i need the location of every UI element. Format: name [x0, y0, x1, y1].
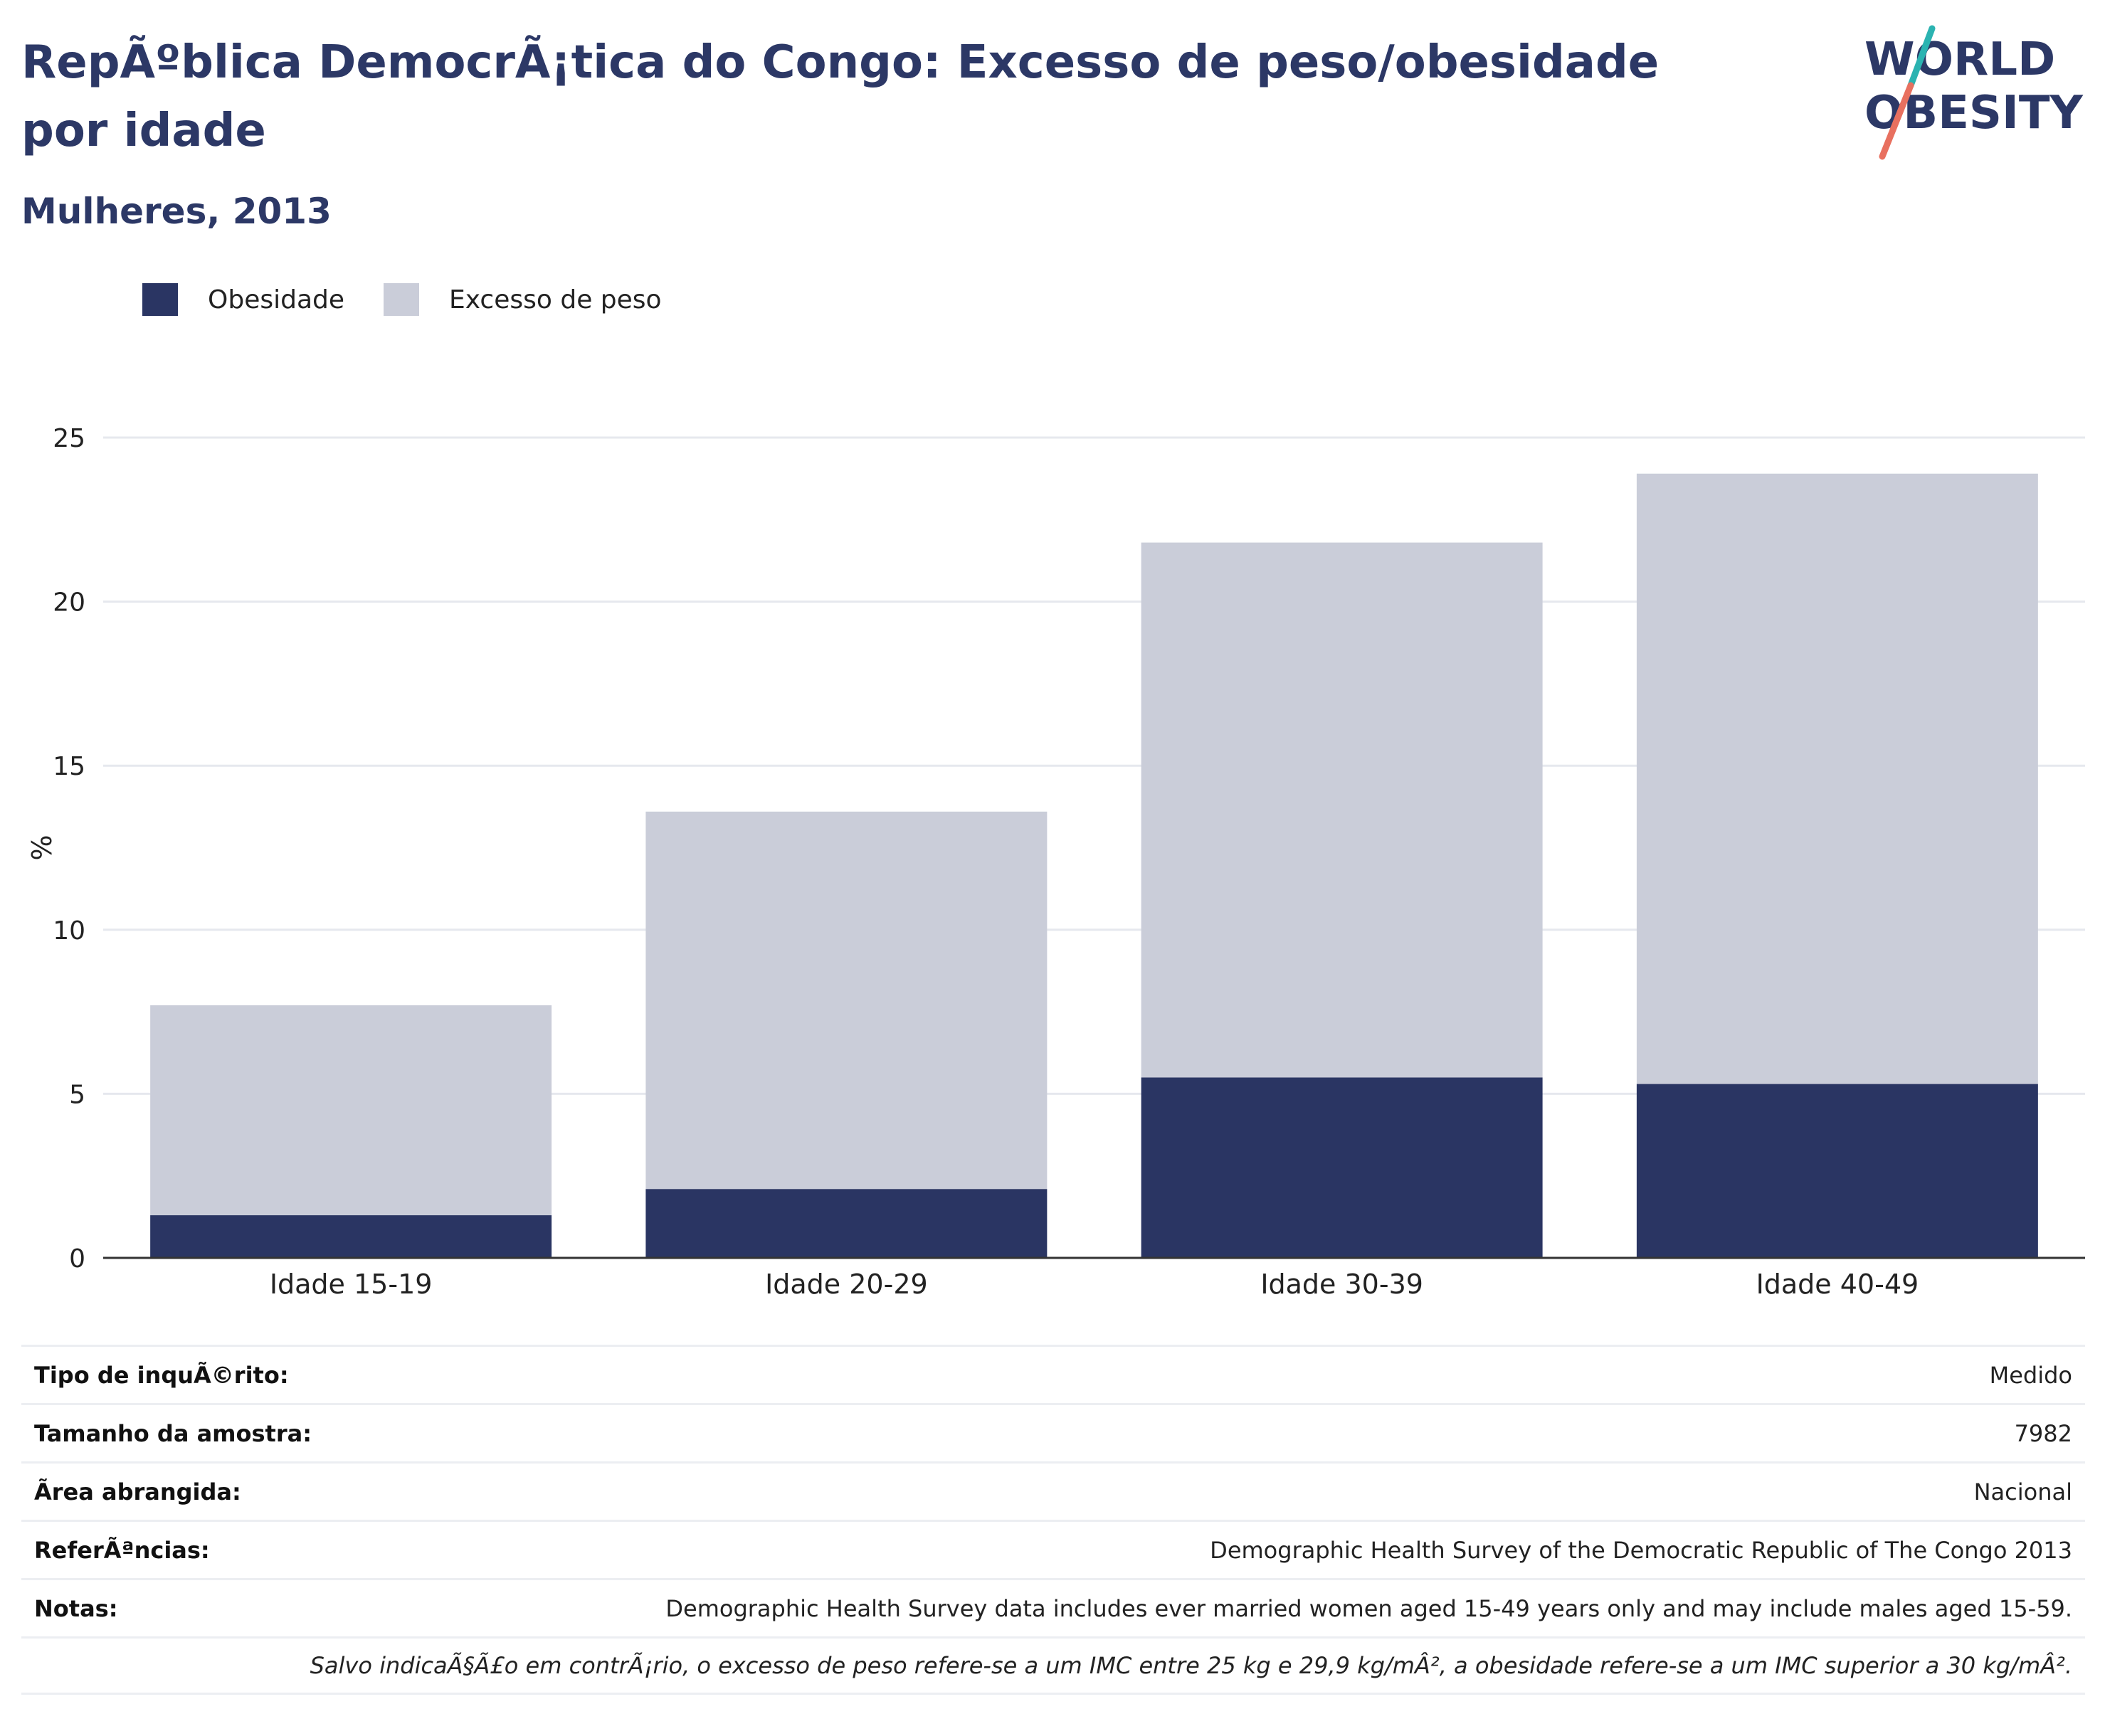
bar-obesidade-2	[645, 1189, 1047, 1258]
logo-line1: WORLD	[1864, 33, 2055, 86]
y-tick-label: 5	[69, 1080, 85, 1109]
chart-legend: Obesidade Excesso de peso	[142, 283, 701, 316]
table-row-sample-size: Tamanho da amostra: 7982	[21, 1403, 2085, 1461]
table-row-references: ReferÃªncias: Demographic Health Survey …	[21, 1520, 2085, 1578]
legend-label-obesidade: Obesidade	[208, 285, 344, 314]
world-obesity-logo: WORLD OBESITY	[1850, 18, 2092, 160]
table-row-definition: Salvo indicaÃ§Ã£o em contrÃ¡rio, o exces…	[21, 1636, 2085, 1695]
bar-excesso-3	[1141, 543, 1543, 1078]
y-tick-label: 15	[53, 752, 85, 781]
y-axis-label: %	[26, 835, 58, 860]
legend-label-excesso: Excesso de peso	[449, 285, 662, 314]
row-key: Notas:	[34, 1595, 118, 1622]
y-tick-label: 10	[53, 916, 85, 946]
bar-obesidade-4	[1637, 1084, 2038, 1258]
row-value: Demographic Health Survey data includes …	[665, 1595, 2072, 1622]
x-tick-label: Idade 15-19	[270, 1269, 433, 1300]
row-key: ReferÃªncias:	[34, 1537, 210, 1564]
table-row-notes: Notas: Demographic Health Survey data in…	[21, 1578, 2085, 1636]
x-tick-label: Idade 30-39	[1260, 1269, 1423, 1300]
bar-obesidade-3	[1141, 1077, 1543, 1258]
bar-excesso-2	[645, 812, 1047, 1189]
y-tick-label: 0	[69, 1244, 85, 1274]
bar-chart: 0 5 10 15 20 25% Idade 15-19 Idade 20-29 Idade 3…	[0, 398, 2105, 1338]
row-value: 7982	[2015, 1420, 2072, 1447]
table-row-area: Ã rea abrangida: Nacional	[21, 1461, 2085, 1520]
legend-item-obesidade[interactable]: Obesidade	[142, 283, 344, 316]
row-key: Tipo de inquÃ©rito:	[34, 1362, 289, 1389]
legend-item-excesso[interactable]: Excesso de peso	[384, 283, 662, 316]
bar-excesso-1	[150, 1005, 552, 1215]
x-tick-label: Idade 40-49	[1756, 1269, 1919, 1300]
y-tick-label: 20	[53, 588, 85, 618]
row-key: Tamanho da amostra:	[34, 1420, 312, 1447]
chart-subtitle: Mulheres, 2013	[21, 191, 332, 232]
row-key: Ã rea abrangida:	[34, 1478, 241, 1505]
bar-excesso-4	[1637, 474, 2038, 1084]
row-value: Salvo indicaÃ§Ã£o em contrÃ¡rio, o exces…	[34, 1652, 2072, 1679]
legend-swatch-obesidade	[142, 283, 178, 316]
chart-title: RepÃºblica DemocrÃ¡tica do Congo: Excess…	[21, 28, 1729, 165]
row-value: Medido	[1990, 1362, 2072, 1389]
row-value: Nacional	[1974, 1478, 2072, 1505]
bar-obesidade-1	[150, 1215, 552, 1258]
x-tick-label: Idade 20-29	[765, 1269, 928, 1300]
survey-info-table: Tipo de inquÃ©rito: Medido Tamanho da am…	[21, 1345, 2085, 1695]
table-row-survey-type: Tipo de inquÃ©rito: Medido	[21, 1345, 2085, 1403]
legend-swatch-excesso	[384, 283, 419, 316]
y-tick-label: 25	[53, 424, 85, 453]
row-value: Demographic Health Survey of the Democra…	[1210, 1537, 2072, 1564]
